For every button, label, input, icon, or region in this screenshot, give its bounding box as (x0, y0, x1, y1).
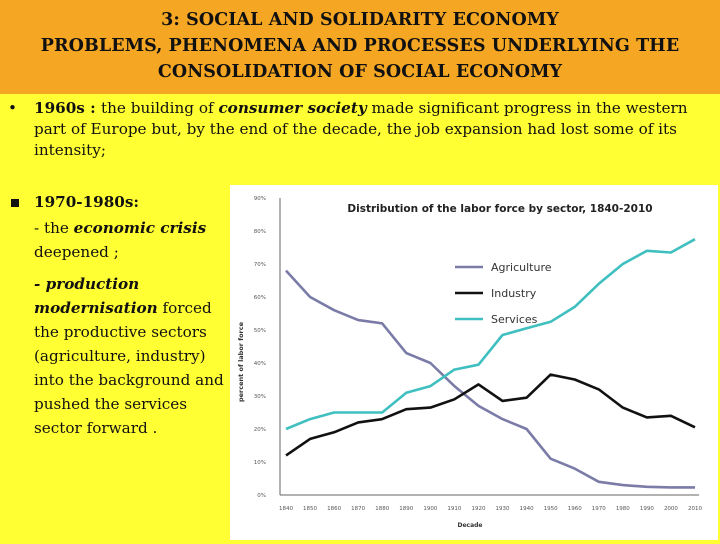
series-line-services (285, 238, 696, 431)
x-tick-label: 1850 (303, 506, 317, 512)
y-tick-label: 90% (254, 196, 266, 202)
bullet-1970s-1980s: 1970-1980s: - the economic crisis deepen… (8, 190, 233, 440)
chart-title: Distribution of the labor force by secto… (347, 203, 652, 215)
production-modernisation-emphasis: - production modernisation (34, 275, 158, 317)
x-tick-label: 1900 (423, 506, 437, 512)
y-tick-label: 50% (254, 328, 266, 334)
economic-crisis-text: - the economic crisis deepened ; (34, 216, 233, 264)
x-axis-label: Decade (457, 522, 482, 529)
economic-crisis-prefix: - the (34, 219, 74, 237)
labor-force-chart-svg: Distribution of the labor force by secto… (237, 196, 702, 529)
slide-title-line-2: PROBLEMS, PHENOMENA AND PROCESSES UNDERL… (40, 36, 680, 56)
y-tick-label: 30% (254, 394, 266, 400)
slide-title-line-3: CONSOLIDATION OF SOCIAL ECONOMY (157, 62, 563, 82)
bullet-1960s-part1: the building of (101, 99, 219, 117)
bullet-1960s-emphasis: consumer society (218, 99, 367, 117)
bullet-1960s: • 1960s : the building of consumer socie… (8, 98, 714, 161)
bullet-1960s-text: 1960s : the building of consumer society… (34, 98, 714, 161)
bullet-marker: • (8, 99, 17, 117)
x-tick-label: 1910 (447, 506, 461, 512)
labor-force-chart: Distribution of the labor force by secto… (230, 185, 718, 540)
series-line-agriculture (285, 269, 695, 489)
production-modernisation-suffix: forced the productive sectors (agricultu… (34, 299, 224, 437)
y-tick-label: 10% (254, 460, 266, 466)
x-tick-label: 1930 (496, 506, 510, 512)
x-tick-label: 1940 (520, 506, 534, 512)
legend-label-industry: Industry (491, 287, 537, 300)
x-tick-label: 2010 (688, 506, 702, 512)
y-tick-label: 60% (254, 295, 266, 301)
y-tick-label: 40% (254, 361, 266, 367)
x-tick-label: 2000 (664, 506, 678, 512)
economic-crisis-emphasis: economic crisis (73, 219, 207, 237)
square-bullet-icon (11, 199, 19, 207)
x-tick-label: 1840 (279, 506, 293, 512)
x-tick-label: 1990 (640, 506, 654, 512)
production-modernisation-text: - production modernisation forced the pr… (34, 272, 233, 440)
x-tick-label: 1880 (375, 506, 389, 512)
x-tick-label: 1970 (592, 506, 606, 512)
x-tick-label: 1890 (399, 506, 413, 512)
x-tick-label: 1960 (568, 506, 582, 512)
y-tick-label: 0% (257, 493, 266, 499)
x-tick-label: 1860 (327, 506, 341, 512)
slide-title-line-1: 3: SOCIAL AND SOLIDARITY ECONOMY (161, 10, 559, 30)
x-tick-label: 1870 (351, 506, 365, 512)
series-line-industry (285, 373, 696, 457)
bullet-1970s-heading: 1970-1980s: (34, 193, 139, 211)
x-tick-label: 1950 (544, 506, 558, 512)
y-tick-label: 20% (254, 427, 266, 433)
bullet-1960s-part2: made significant progress in the western… (34, 99, 688, 159)
y-axis-label: percent of labor force (237, 321, 245, 402)
bullet-1960s-lead: 1960s : (34, 99, 102, 117)
legend-label-agriculture: Agriculture (491, 261, 552, 274)
x-tick-label: 1980 (616, 506, 630, 512)
x-tick-label: 1920 (471, 506, 485, 512)
y-tick-label: 70% (254, 262, 266, 268)
slide-header: 3: SOCIAL AND SOLIDARITY ECONOMY PROBLEM… (0, 0, 720, 94)
y-tick-label: 80% (254, 229, 266, 235)
legend-label-services: Services (491, 313, 538, 326)
economic-crisis-suffix: deepened ; (34, 243, 119, 261)
